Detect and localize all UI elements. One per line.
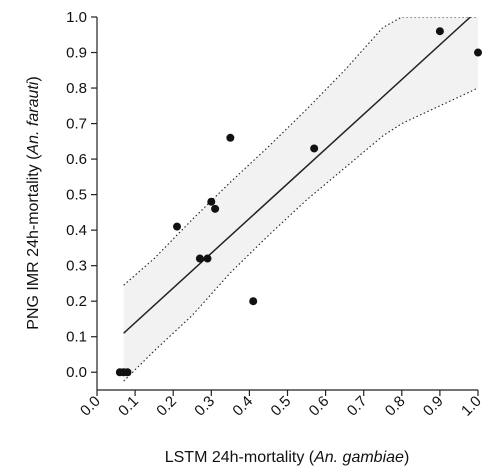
data-point bbox=[207, 197, 216, 206]
confidence-band-area bbox=[123, 17, 478, 382]
y-axis-title-suffix: ) bbox=[25, 76, 42, 81]
x-axis-ticks: 0.0 0.1 0.2 0.3 0.4 0.5 0.6 0.7 0.8 0.9 1.0 bbox=[77, 390, 485, 420]
y-axis-title: PNG IMR 24h-mortality (An. farauti) bbox=[25, 76, 42, 329]
y-tick-label: 0.9 bbox=[66, 45, 87, 62]
x-axis-title: LSTM 24h-mortality (An. gambiae) bbox=[165, 449, 410, 466]
data-point bbox=[474, 48, 482, 57]
y-tick-label: 0.4 bbox=[66, 222, 87, 239]
data-point bbox=[226, 133, 235, 142]
data-points bbox=[115, 27, 482, 377]
y-tick-label: 0.6 bbox=[66, 151, 87, 168]
y-tick-label: 0.5 bbox=[66, 187, 87, 204]
y-tick-label: 1.0 bbox=[66, 9, 87, 26]
y-axis-title-prefix: PNG IMR 24h-mortality ( bbox=[25, 154, 42, 330]
upper-confidence-line bbox=[123, 17, 478, 286]
x-tick-label: 0.7 bbox=[344, 393, 371, 420]
data-point bbox=[435, 27, 444, 36]
confidence-band bbox=[123, 17, 478, 382]
y-tick-label: 0.3 bbox=[66, 258, 87, 275]
x-axis-title-species: An. gambiae bbox=[313, 449, 404, 466]
x-tick-label: 0.5 bbox=[268, 393, 295, 420]
data-point bbox=[249, 297, 258, 306]
x-tick-label: 1.0 bbox=[458, 393, 485, 420]
y-axis-ticks: 0.0 0.1 0.2 0.3 0.4 0.5 0.6 0.7 0.8 0.9 1.0 bbox=[66, 9, 97, 381]
x-tick-label: 0.8 bbox=[382, 393, 409, 420]
x-tick-label: 0.2 bbox=[153, 393, 180, 420]
data-point bbox=[203, 254, 212, 263]
data-point bbox=[123, 368, 132, 377]
x-tick-label: 0.9 bbox=[420, 393, 447, 420]
y-tick-label: 0.8 bbox=[66, 80, 87, 97]
x-tick-label: 0.6 bbox=[306, 393, 333, 420]
data-point bbox=[211, 204, 220, 213]
x-tick-label: 0.0 bbox=[77, 393, 104, 420]
x-axis-title-suffix: ) bbox=[404, 449, 409, 466]
x-tick-label: 0.4 bbox=[229, 393, 256, 420]
y-axis-title-species: An. farauti bbox=[25, 81, 42, 155]
x-tick-label: 0.3 bbox=[191, 393, 218, 420]
y-tick-label: 0.2 bbox=[66, 293, 87, 310]
data-point bbox=[310, 144, 319, 153]
x-tick-label: 0.1 bbox=[115, 393, 142, 420]
data-point bbox=[173, 222, 182, 231]
y-tick-label: 0.7 bbox=[66, 116, 87, 133]
y-tick-label: 0.1 bbox=[66, 329, 87, 346]
data-point bbox=[195, 254, 204, 263]
x-axis-title-prefix: LSTM 24h-mortality ( bbox=[165, 449, 315, 466]
y-tick-label: 0.0 bbox=[66, 364, 87, 381]
fit-line-layer bbox=[123, 17, 471, 334]
regression-line bbox=[123, 17, 471, 334]
